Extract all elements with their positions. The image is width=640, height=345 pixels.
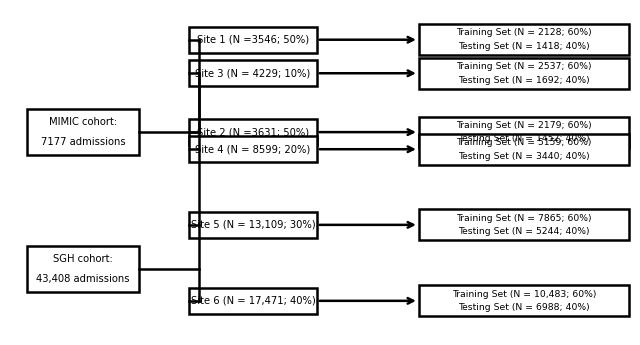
FancyBboxPatch shape xyxy=(419,24,629,55)
FancyBboxPatch shape xyxy=(419,285,629,316)
Text: SGH cohort:: SGH cohort: xyxy=(53,254,113,264)
Text: Testing Set (N = 1452; 40%): Testing Set (N = 1452; 40%) xyxy=(458,135,589,144)
FancyBboxPatch shape xyxy=(189,212,317,238)
Text: Training Set (N = 10,483; 60%): Training Set (N = 10,483; 60%) xyxy=(452,289,596,298)
Text: Site 6 (N = 17,471; 40%): Site 6 (N = 17,471; 40%) xyxy=(191,296,316,306)
FancyBboxPatch shape xyxy=(189,27,317,52)
Text: Testing Set (N = 3440; 40%): Testing Set (N = 3440; 40%) xyxy=(458,151,589,160)
FancyBboxPatch shape xyxy=(27,246,139,292)
Text: Testing Set (N = 1692; 40%): Testing Set (N = 1692; 40%) xyxy=(458,76,589,85)
Text: Site 3 (N = 4229; 10%): Site 3 (N = 4229; 10%) xyxy=(195,68,310,78)
FancyBboxPatch shape xyxy=(419,117,629,148)
Text: Site 5 (N = 13,109; 30%): Site 5 (N = 13,109; 30%) xyxy=(191,220,316,230)
FancyBboxPatch shape xyxy=(419,209,629,240)
Text: Training Set (N = 2179; 60%): Training Set (N = 2179; 60%) xyxy=(456,121,592,130)
Text: Testing Set (N = 5244; 40%): Testing Set (N = 5244; 40%) xyxy=(458,227,589,236)
FancyBboxPatch shape xyxy=(189,60,317,86)
Text: Training Set (N = 5159; 60%): Training Set (N = 5159; 60%) xyxy=(456,138,591,147)
Text: Training Set (N = 2537; 60%): Training Set (N = 2537; 60%) xyxy=(456,62,591,71)
Text: Site 4 (N = 8599; 20%): Site 4 (N = 8599; 20%) xyxy=(195,144,310,154)
FancyBboxPatch shape xyxy=(189,288,317,314)
Text: 7177 admissions: 7177 admissions xyxy=(41,137,125,147)
Text: MIMIC cohort:: MIMIC cohort: xyxy=(49,117,117,127)
Text: Site 2 (N =3631; 50%): Site 2 (N =3631; 50%) xyxy=(197,127,309,137)
Text: Testing Set (N = 6988; 40%): Testing Set (N = 6988; 40%) xyxy=(458,303,589,312)
Text: Testing Set (N = 1418; 40%): Testing Set (N = 1418; 40%) xyxy=(458,42,589,51)
Text: Training Set (N = 7865; 60%): Training Set (N = 7865; 60%) xyxy=(456,214,591,223)
Text: Training Set (N = 2128; 60%): Training Set (N = 2128; 60%) xyxy=(456,28,592,38)
Text: 43,408 admissions: 43,408 admissions xyxy=(36,274,130,284)
FancyBboxPatch shape xyxy=(189,119,317,145)
FancyBboxPatch shape xyxy=(419,58,629,89)
Text: Site 1 (N =3546; 50%): Site 1 (N =3546; 50%) xyxy=(197,35,309,45)
FancyBboxPatch shape xyxy=(27,109,139,155)
FancyBboxPatch shape xyxy=(189,136,317,162)
FancyBboxPatch shape xyxy=(419,134,629,165)
